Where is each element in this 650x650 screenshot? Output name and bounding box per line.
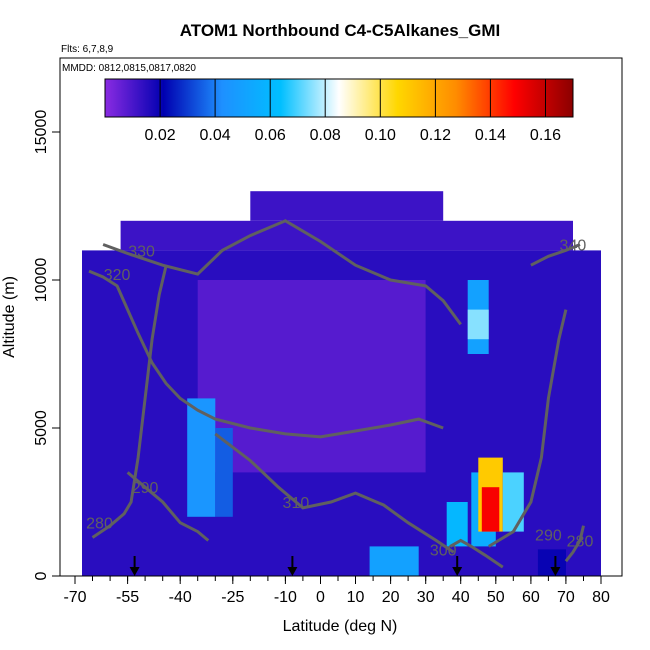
y-axis-label: Altitude (m)	[1, 276, 18, 358]
contour-label-8: 280	[567, 533, 594, 550]
x-tick-label-11: 60	[522, 589, 540, 606]
x-tick-label-1: -55	[116, 589, 139, 606]
colorbar-tick-label-6: 0.14	[475, 127, 506, 144]
colorbar-tick-label-4: 0.10	[365, 127, 396, 144]
y-tick-label-3: 15000	[33, 110, 50, 155]
contour-label-0: 280	[86, 516, 113, 533]
contour-label-7: 290	[535, 528, 562, 545]
dates-note: MMDD: 0812,0815,0817,0820	[62, 63, 196, 74]
x-tick-label-4: -10	[274, 589, 297, 606]
colorbar-tick-label-3: 0.08	[310, 127, 341, 144]
flight-marker-arrow-1	[287, 556, 298, 576]
heatmap-cell-7	[467, 309, 489, 340]
contour-line-5	[530, 243, 581, 267]
contour-label-3: 320	[104, 267, 131, 284]
flights-note: Flts: 6,7,8,9	[61, 44, 114, 55]
contour-layer: 280 290 310 320 330 340 300 290 280	[86, 219, 594, 569]
x-tick-label-0: -70	[63, 589, 86, 606]
contour-line-0	[91, 264, 168, 539]
contour-label-1: 290	[132, 480, 159, 497]
x-tick-label-10: 50	[487, 589, 505, 606]
x-tick-label-12: 70	[557, 589, 575, 606]
x-tick-label-6: 10	[347, 589, 365, 606]
contour-line-6	[449, 538, 504, 569]
colorbar-tick-label-0: 0.02	[145, 127, 176, 144]
heatmap-cell-14	[537, 549, 566, 576]
colorbar-tick-label-2: 0.06	[255, 127, 286, 144]
flight-marker-arrow-3	[550, 556, 561, 576]
heatmap-cell-2	[250, 191, 444, 221]
contour-label-5: 340	[560, 237, 587, 254]
contour-line-8	[564, 525, 585, 563]
flight-marker-arrow-2	[452, 556, 463, 576]
colorbar-tick-label-5: 0.12	[420, 127, 451, 144]
y-tick-label-0: 0	[33, 571, 50, 580]
x-tick-label-3: -25	[221, 589, 244, 606]
y-axis: 0 5000 10000 15000	[33, 110, 61, 580]
flight-marker-arrow-0	[129, 556, 140, 576]
contour-line-4	[102, 219, 462, 326]
x-axis-label: Latitude (deg N)	[283, 618, 398, 635]
heatmap-cell-8	[446, 502, 468, 547]
x-tick-label-9: 40	[452, 589, 470, 606]
heatmap-cell-13	[369, 546, 419, 576]
contour-label-4: 330	[128, 243, 155, 260]
heatmap-cell-3	[197, 280, 426, 473]
x-tick-label-8: 30	[417, 589, 435, 606]
marker-layer	[129, 556, 561, 576]
contour-line-7	[488, 309, 568, 548]
x-tick-label-7: 20	[382, 589, 400, 606]
contour-line-3	[88, 269, 444, 439]
colorbar-gradient	[104, 78, 574, 118]
colorbar-tick-label-7: 0.16	[530, 127, 561, 144]
contour-label-6: 300	[430, 542, 457, 559]
heatmap-cell-5	[215, 428, 233, 517]
y-tick-label-1: 5000	[33, 410, 50, 446]
heatmap-cell-1	[120, 220, 573, 251]
heatmap-layer	[82, 191, 601, 576]
heatmap-cell-11	[481, 487, 500, 532]
x-tick-label-5: 0	[316, 589, 325, 606]
contour-line-1	[126, 471, 210, 542]
contour-label-2: 310	[283, 495, 310, 512]
y-tick-label-2: 10000	[33, 258, 50, 303]
chart-title: ATOM1 Northbound C4-C5Alkanes_GMI	[180, 21, 501, 40]
contour-line-2	[214, 432, 455, 554]
colorbar-tick-label-1: 0.04	[200, 127, 231, 144]
x-axis: -70 -55 -40 -25 -10 0 10 20 30 40 50 60 70 80	[63, 575, 610, 606]
x-tick-label-2: -40	[169, 589, 192, 606]
x-tick-label-13: 80	[592, 589, 610, 606]
heatmap-cell-12	[502, 472, 524, 532]
colorbar: 0.02 0.04 0.06 0.08 0.10 0.12 0.14 0.16	[104, 78, 574, 144]
